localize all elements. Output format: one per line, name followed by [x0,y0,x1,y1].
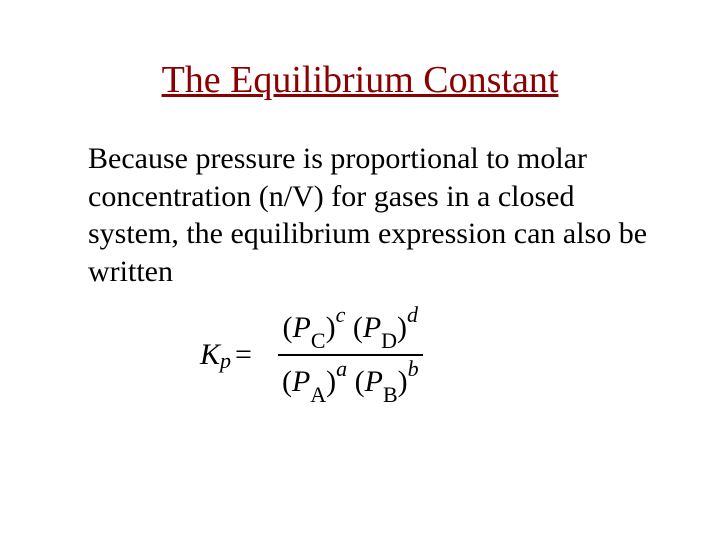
den-term-2-sub: B [383,382,398,407]
den-term-1-sub: A [310,382,326,407]
equation-fraction: (PC)c (PD)d (PA)a (PB)b [278,304,423,406]
equation-lhs: Kp = [200,338,260,372]
den-term-1-p: P [292,365,310,398]
numerator: (PC)c (PD)d [279,304,423,352]
equation: Kp = (PC)c (PD)d (PA)a (PB)b [0,290,720,406]
den-term-2-p: P [365,365,383,398]
den-term-1: (PA)a [282,365,347,398]
slide-title: The Equilibrium Constant [0,0,720,102]
lhs-symbol: K [200,338,220,372]
num-term-1-sup: c [336,302,346,327]
num-term-2-sup: d [407,302,418,327]
num-term-2-sub: D [381,328,397,353]
den-term-1-sup: a [336,356,347,381]
num-term-2: (PD)d [353,311,418,344]
denominator: (PA)a (PB)b [278,358,423,406]
num-term-2-p: P [363,311,381,344]
num-term-1-sub: C [311,328,326,353]
fraction-line [278,354,423,356]
equals-sign: = [235,338,252,372]
den-term-2-sup: b [408,356,419,381]
lhs-subscript: p [220,348,231,374]
num-term-1-p: P [293,311,311,344]
body-paragraph: Because pressure is proportional to mola… [0,102,720,290]
den-term-2: (PB)b [355,365,419,398]
num-term-1: (PC)c [283,311,346,344]
